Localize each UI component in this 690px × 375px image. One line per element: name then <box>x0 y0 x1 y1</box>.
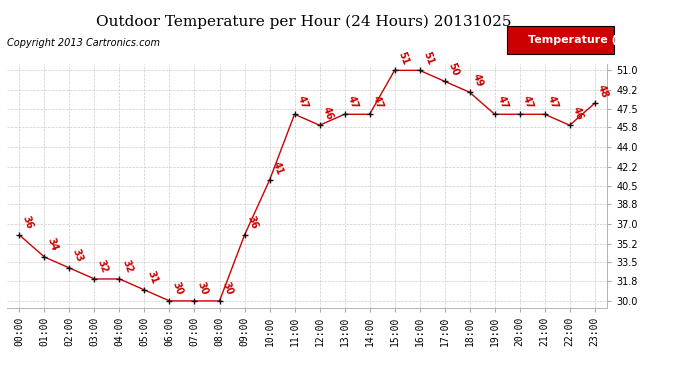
Text: Copyright 2013 Cartronics.com: Copyright 2013 Cartronics.com <box>7 38 160 48</box>
Text: Temperature (°F): Temperature (°F) <box>528 35 635 45</box>
Text: 34: 34 <box>46 237 60 253</box>
Text: 32: 32 <box>96 259 110 275</box>
Text: 51: 51 <box>421 50 435 66</box>
Text: Outdoor Temperature per Hour (24 Hours) 20131025: Outdoor Temperature per Hour (24 Hours) … <box>96 15 511 29</box>
Text: 36: 36 <box>21 215 34 231</box>
Text: 51: 51 <box>396 50 410 66</box>
Text: 30: 30 <box>221 280 235 297</box>
Text: 50: 50 <box>446 61 460 77</box>
Text: 41: 41 <box>271 160 285 176</box>
Text: 49: 49 <box>471 72 485 88</box>
Text: 47: 47 <box>496 94 510 110</box>
Text: 47: 47 <box>346 94 360 110</box>
Text: 47: 47 <box>521 94 535 110</box>
Text: 47: 47 <box>296 94 310 110</box>
Text: 46: 46 <box>571 105 585 121</box>
Text: 47: 47 <box>546 94 560 110</box>
Text: 36: 36 <box>246 215 260 231</box>
Text: 30: 30 <box>171 280 185 297</box>
Text: 48: 48 <box>596 83 610 99</box>
Text: 33: 33 <box>71 248 85 264</box>
Text: 47: 47 <box>371 94 385 110</box>
Text: 46: 46 <box>321 105 335 121</box>
Text: 32: 32 <box>121 259 135 275</box>
Text: 31: 31 <box>146 270 160 286</box>
Text: 30: 30 <box>196 280 210 297</box>
